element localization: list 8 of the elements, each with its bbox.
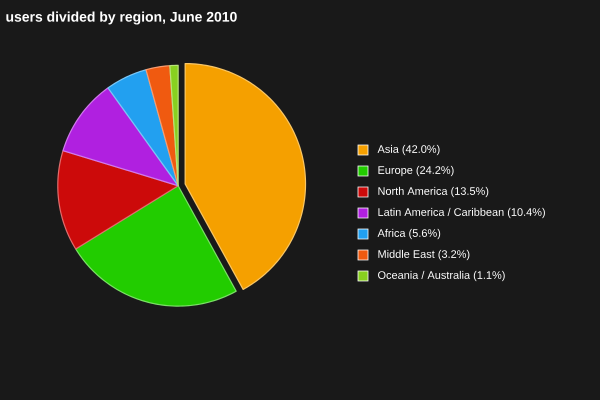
legend-label: Europe (24.2%) (378, 166, 454, 176)
chart-title: users divided by region, June 2010 (6, 11, 237, 25)
legend-label: North America (13.5%) (378, 186, 488, 198)
legend-label: Oceania / Australia (1.1%) (378, 270, 505, 282)
legend-label: Asia (42.0%) (378, 144, 440, 156)
legend-label: Latin America / Caribbean (10.4%) (378, 208, 545, 218)
legend-label: Middle East (3.2%) (378, 250, 470, 260)
legend-label: Africa (5.6%) (378, 228, 440, 240)
